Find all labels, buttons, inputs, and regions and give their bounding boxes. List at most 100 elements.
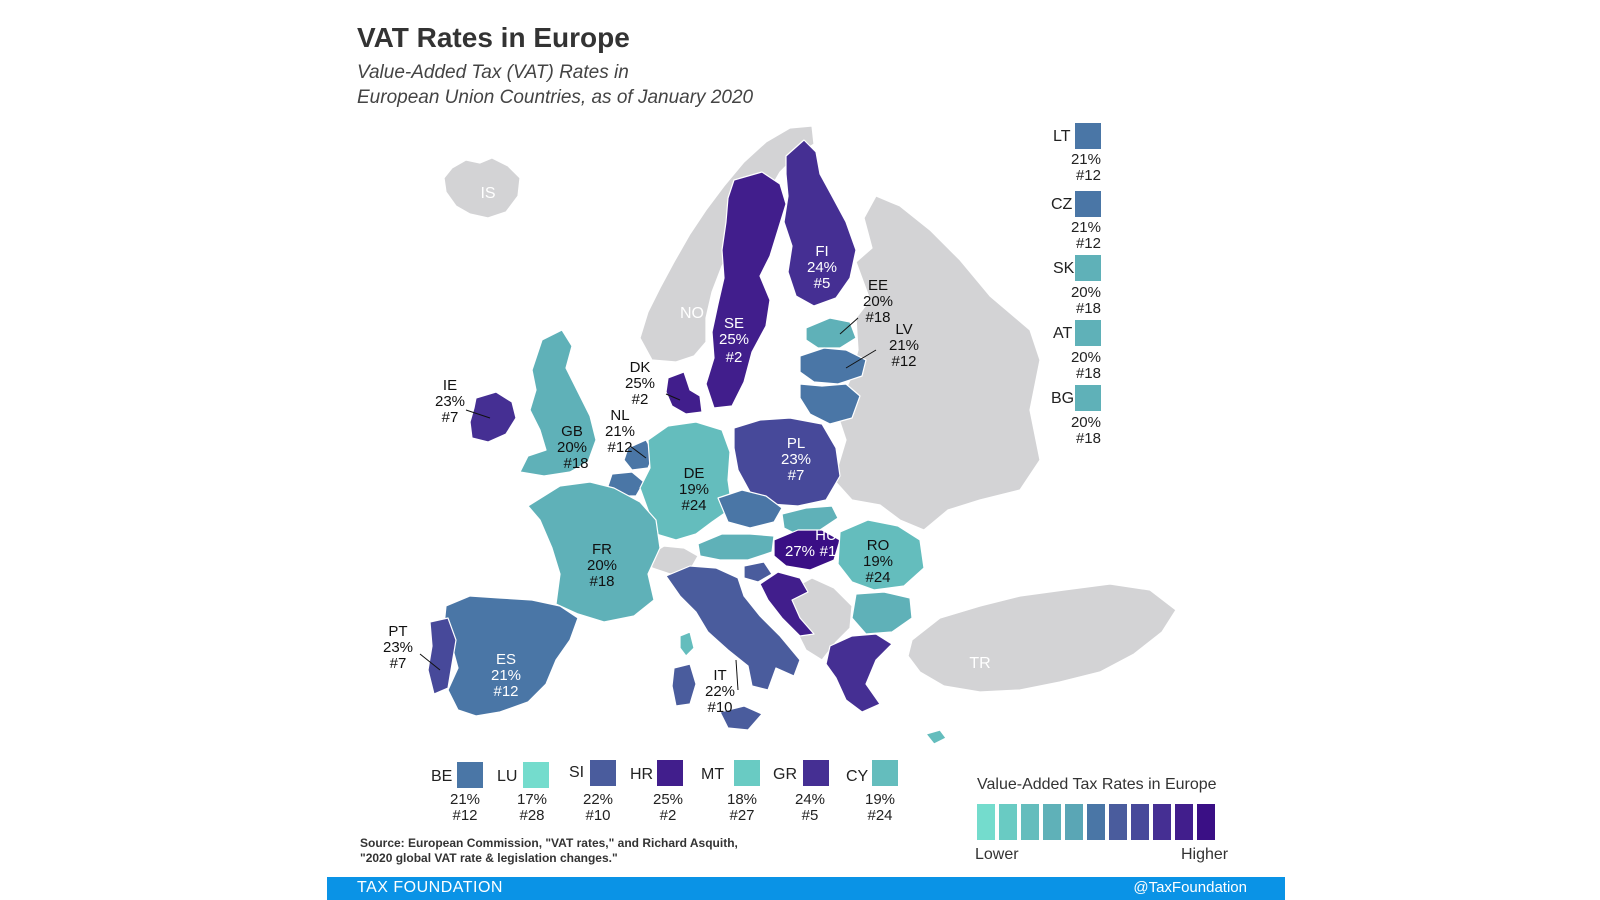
region-poland — [733, 417, 841, 507]
scale-swatch — [1175, 804, 1193, 840]
label-es-rate: 21% — [491, 667, 521, 684]
side-legend-rate-at: 20% #18 — [1070, 349, 1101, 382]
bottom-legend-code-si: SI — [569, 764, 585, 781]
label-pl-rank: #7 — [788, 467, 805, 484]
label-fr-code: FR — [592, 541, 612, 558]
bottom-legend-code-mt: MT — [701, 766, 725, 783]
region-corsica — [679, 631, 695, 657]
label-dk-rate: 25% — [625, 375, 655, 392]
region-austria — [697, 533, 775, 561]
label-is: IS — [480, 185, 495, 202]
label-de-rate: 19% — [679, 481, 709, 498]
label-it-rate: 22% — [705, 683, 735, 700]
leader-ee — [839, 317, 859, 335]
scale-swatch — [1131, 804, 1149, 840]
side-legend-rate-sk: 20% #18 — [1070, 284, 1101, 317]
footer-bar: TAX FOUNDATION @TaxFoundation — [327, 877, 1285, 900]
leader-nl — [629, 445, 647, 459]
label-ee-rate: 20% — [863, 293, 893, 310]
bottom-legend-rate-be: 21% #12 — [449, 791, 481, 824]
label-pt-code: PT — [388, 623, 407, 640]
label-pl-rate: 23% — [781, 451, 811, 468]
side-legend-rate-cz: 21% #12 — [1070, 219, 1101, 252]
leader-ie — [465, 409, 491, 419]
label-fr-rank: #18 — [589, 573, 614, 590]
bottom-legend-rate-lu: 17% #28 — [516, 791, 548, 824]
label-lv-rate: 21% — [889, 337, 919, 354]
label-ro-rank: #24 — [865, 569, 890, 586]
label-it-code: IT — [713, 667, 726, 684]
region-italy — [665, 565, 801, 691]
source-note: Source: European Commission, "VAT rates,… — [360, 836, 738, 866]
label-hu-rate: 27% — [785, 543, 815, 560]
source-line-2: "2020 global VAT rate & legislation chan… — [360, 851, 618, 865]
label-dk-code: DK — [630, 359, 651, 376]
bottom-legend-swatch-be — [457, 762, 483, 788]
label-pt-rank: #7 — [390, 655, 407, 672]
region-germany — [639, 421, 733, 541]
bottom-legend-swatch-lu — [523, 762, 549, 788]
region-cyprus — [925, 729, 947, 745]
region-iceland — [443, 157, 521, 219]
footer-brand: TAX FOUNDATION — [357, 879, 503, 896]
subtitle-line-2: European Union Countries, as of January … — [357, 87, 754, 108]
region-czechia — [717, 489, 783, 529]
label-hu-code: HU — [815, 527, 837, 544]
label-gb-code: GB — [561, 423, 583, 440]
scale-swatch — [1087, 804, 1105, 840]
scale-swatch — [1109, 804, 1127, 840]
region-france — [527, 481, 661, 623]
label-ee-rank: #18 — [865, 309, 890, 326]
bottom-legend-swatch-mt — [734, 760, 760, 786]
leader-dk — [665, 393, 681, 401]
side-legend-swatch-bg — [1075, 385, 1101, 411]
region-slovenia — [743, 561, 773, 583]
label-lv-rank: #12 — [891, 353, 916, 370]
label-no: NO — [680, 305, 704, 322]
label-se-rate: 25% — [719, 331, 749, 348]
region-latvia — [799, 347, 867, 385]
bottom-legend-code-cy: CY — [846, 768, 869, 785]
scale-swatch — [999, 804, 1017, 840]
region-great-britain — [519, 329, 597, 477]
bottom-legend-code-lu: LU — [497, 768, 518, 785]
leader-lv — [845, 349, 877, 369]
label-de-code: DE — [684, 465, 705, 482]
side-legend-rate-lt: 21% #12 — [1070, 151, 1101, 184]
region-sicily — [719, 705, 763, 731]
label-pt-rate: 23% — [383, 639, 413, 656]
scale-swatch — [1065, 804, 1083, 840]
label-ie-rank: #7 — [442, 409, 459, 426]
scale-swatch — [1153, 804, 1171, 840]
bottom-legend-rate-cy: 19% #24 — [864, 791, 896, 824]
label-fi-rank: #5 — [814, 275, 831, 292]
bottom-legend-rate-mt: 18% #27 — [726, 791, 758, 824]
side-legend-code-bg: BG — [1051, 390, 1075, 407]
scale-legend-high-label: Higher — [1181, 846, 1229, 863]
region-bulgaria — [851, 591, 913, 635]
side-legend-swatch-at — [1075, 320, 1101, 346]
side-legend-code-cz: CZ — [1051, 196, 1073, 213]
region-spain — [443, 595, 579, 717]
label-ie-rate: 23% — [435, 393, 465, 410]
region-slovakia — [781, 505, 839, 535]
label-ie-code: IE — [443, 377, 457, 394]
label-de-rank: #24 — [681, 497, 706, 514]
subtitle-line-1: Value-Added Tax (VAT) Rates in — [357, 62, 629, 83]
region-hungary — [773, 529, 841, 571]
region-sardinia — [671, 663, 697, 707]
region-ireland — [469, 391, 517, 443]
label-gb-rank: #18 — [563, 455, 588, 472]
region-estonia — [805, 317, 857, 349]
leader-it — [735, 659, 739, 691]
source-line-1: Source: European Commission, "VAT rates,… — [360, 836, 738, 850]
side-legend-code-at: AT — [1053, 325, 1073, 342]
label-fi-code: FI — [815, 243, 828, 260]
scale-legend-low-label: Lower — [975, 846, 1019, 863]
label-se-code: SE — [724, 315, 744, 332]
label-gb-rate: 20% — [557, 439, 587, 456]
side-legend-swatch-lt — [1075, 123, 1101, 149]
bottom-legend-code-gr: GR — [773, 766, 797, 783]
region-lithuania — [799, 383, 861, 425]
